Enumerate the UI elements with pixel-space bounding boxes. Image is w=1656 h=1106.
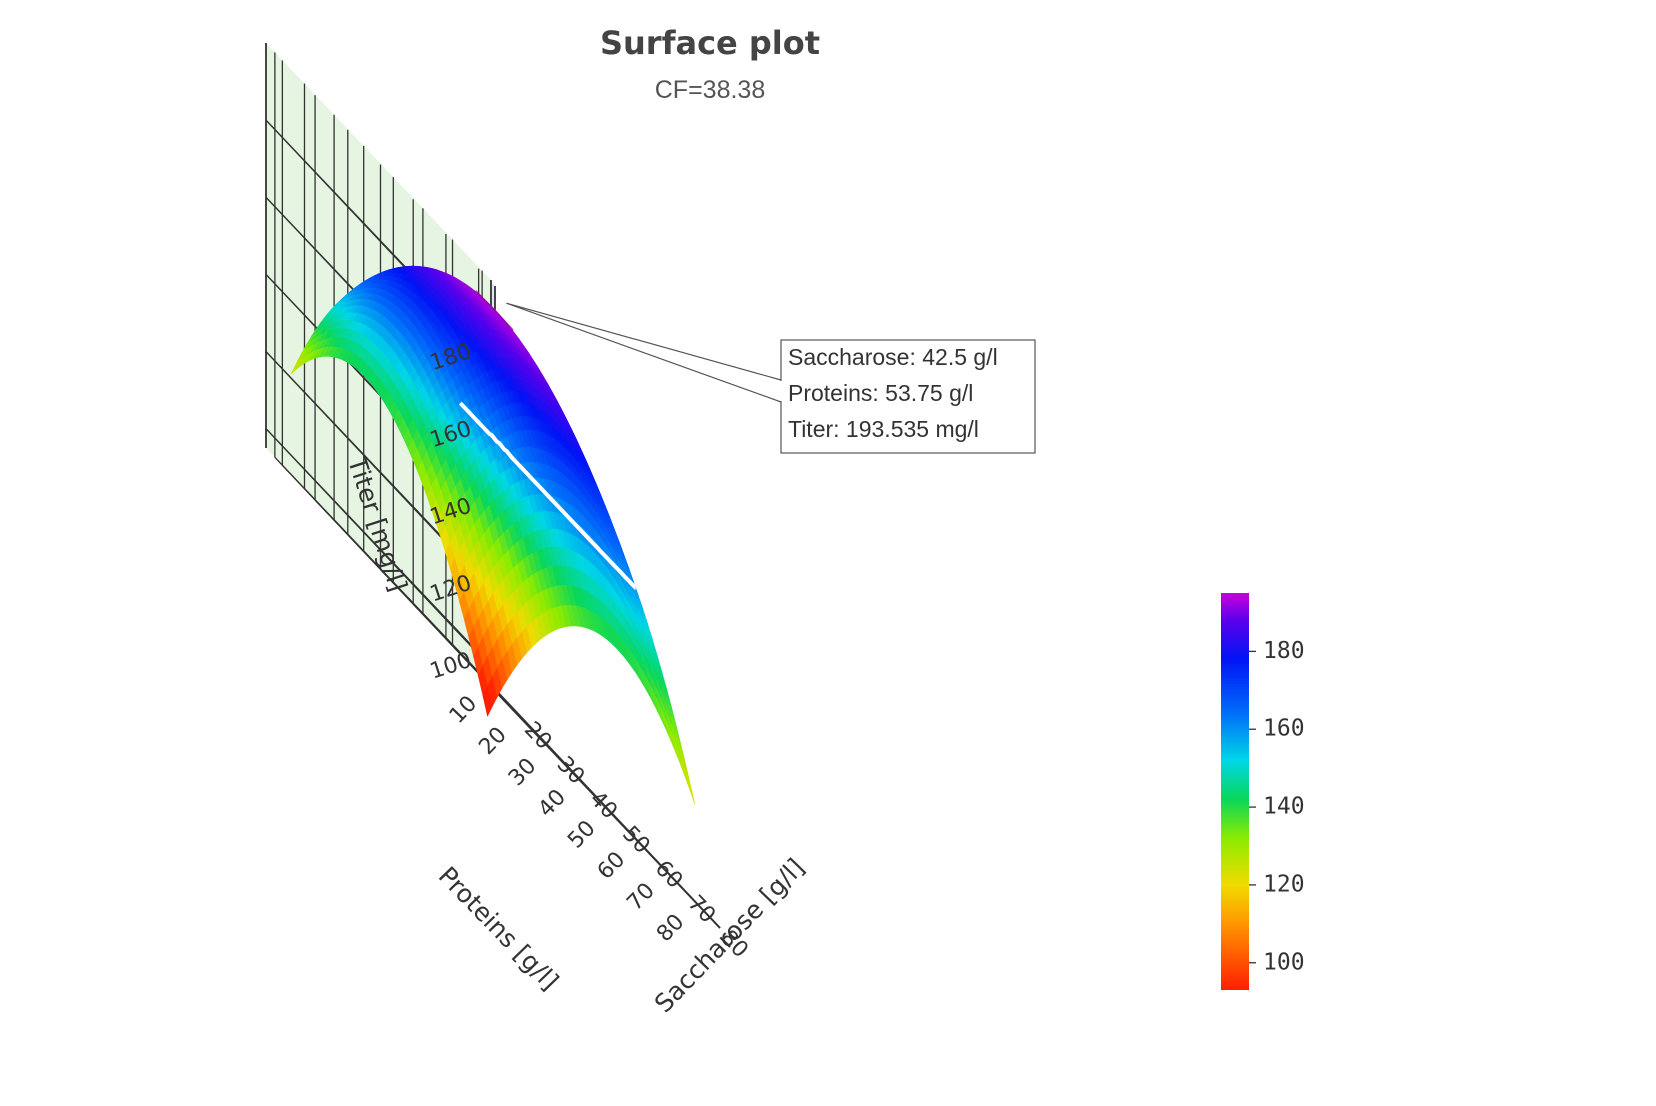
colorbar xyxy=(1221,593,1249,990)
tooltip-line: Saccharose: 42.5 g/l xyxy=(788,344,998,370)
colorbar-tick-label: 180 xyxy=(1263,638,1305,664)
colorbar-tick-label: 120 xyxy=(1263,871,1305,897)
surface-contour-line xyxy=(458,401,638,590)
proteins-tick-label: 40 xyxy=(534,785,571,823)
tooltip-line: Proteins: 53.75 g/l xyxy=(788,380,973,406)
chart-subtitle: CF=38.38 xyxy=(654,76,766,104)
peak-contour-ring xyxy=(475,290,514,331)
hover-tooltip xyxy=(780,339,1036,454)
proteins-axis-title: Proteins [g/l] xyxy=(433,861,565,996)
tooltip-pointer-mask xyxy=(780,381,783,401)
proteins-tick-label: 20 xyxy=(474,722,511,760)
titer-tick-label: 100 xyxy=(427,648,475,685)
proteins-tick-label: 30 xyxy=(504,754,541,792)
tooltip-line: Titer: 193.535 mg/l xyxy=(788,416,979,442)
proteins-tick-label: 50 xyxy=(563,816,600,854)
wall-grid-line xyxy=(265,428,492,667)
colorbar-tick-label: 100 xyxy=(1263,949,1305,975)
proteins-tick-label: 60 xyxy=(593,847,630,885)
chart-title: Surface plot xyxy=(599,24,821,62)
axis-frame-line xyxy=(494,690,721,929)
colorbar-tick-label: 160 xyxy=(1263,716,1305,742)
proteins-tick-label: 10 xyxy=(445,691,482,729)
colorbar-tick-label: 140 xyxy=(1263,794,1305,820)
proteins-tick-label: 70 xyxy=(622,878,659,916)
surface-cell xyxy=(684,769,696,805)
proteins-tick-label: 80 xyxy=(652,910,689,948)
surface-mesh[interactable] xyxy=(290,265,696,805)
